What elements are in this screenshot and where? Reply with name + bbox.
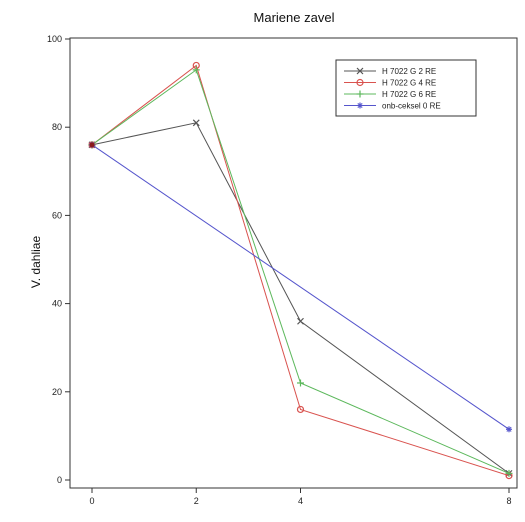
series-line (91, 122, 510, 474)
data-point (192, 119, 200, 127)
legend-entry: H 7022 G 2 RE (344, 67, 436, 76)
x-axis: 0 2 4 8 (89, 488, 512, 506)
legend-entry: H 7022 G 6 RE (344, 90, 436, 99)
legend-label: onb-ceksel 0 RE (382, 102, 441, 111)
y-tick-label: 40 (52, 299, 62, 309)
overlap-point (89, 142, 95, 148)
x-tick-label: 2 (194, 496, 199, 506)
series-1 (88, 61, 513, 480)
y-tick-label: 80 (52, 122, 62, 132)
series-2 (88, 66, 513, 477)
legend-marker (357, 102, 363, 109)
x-tick-label: 4 (298, 496, 303, 506)
legend-label: H 7022 G 2 RE (382, 67, 436, 76)
legend-marker (356, 78, 364, 87)
series-0 (88, 119, 513, 477)
data-point (297, 317, 304, 325)
data-point (297, 379, 304, 387)
y-tick-label: 60 (52, 210, 62, 220)
series-line (91, 144, 510, 430)
data-point (192, 66, 200, 74)
legend-entry: H 7022 G 4 RE (344, 79, 436, 88)
data-point (506, 426, 512, 433)
legend-label: H 7022 G 6 RE (382, 90, 436, 99)
legend-label: H 7022 G 4 RE (382, 79, 436, 88)
y-axis-label: V. dahliae (29, 236, 43, 289)
legend-marker (356, 90, 364, 98)
x-tick-label: 8 (506, 496, 511, 506)
y-tick-label: 0 (57, 475, 62, 485)
series-line (91, 69, 510, 474)
legend: H 7022 G 2 RE H 7022 G 4 RE H 7022 G 6 RE o… (335, 59, 477, 117)
data-point (296, 405, 305, 414)
series-3 (89, 141, 512, 433)
legend-marker (356, 67, 364, 75)
series-line (91, 64, 510, 477)
legend-box (335, 59, 477, 117)
y-tick-label: 20 (52, 387, 62, 397)
x-tick-label: 0 (89, 496, 94, 506)
chart-title: Mariene zavel (254, 10, 335, 25)
legend-entry: onb-ceksel 0 RE (344, 102, 441, 111)
series-layer (88, 61, 513, 480)
y-tick-label: 100 (47, 34, 62, 44)
data-point (505, 469, 513, 477)
plot-frame (69, 37, 518, 489)
y-axis: 0 20 40 60 80 100 (47, 34, 70, 485)
